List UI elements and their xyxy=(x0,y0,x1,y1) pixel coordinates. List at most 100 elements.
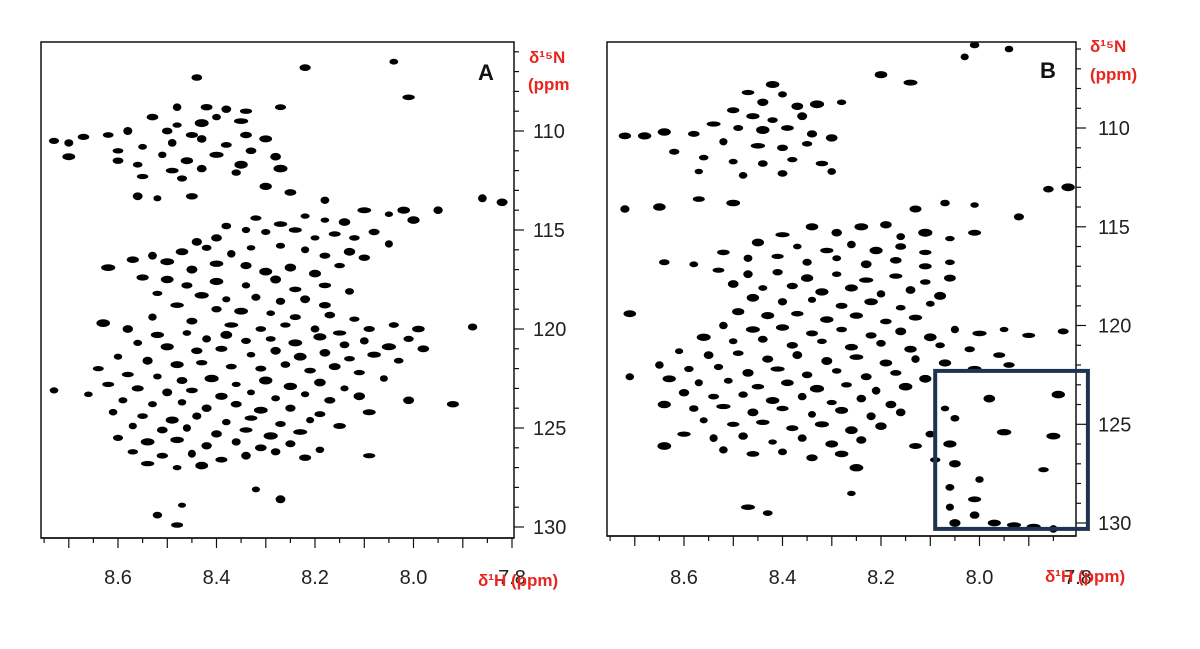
panel-a-x-axis-title: δ¹H (ppm) xyxy=(478,571,558,590)
panel-a-peak xyxy=(209,277,224,286)
panel-b-peak xyxy=(859,277,874,283)
panel-b-peak xyxy=(968,229,982,236)
panel-b-peak xyxy=(801,371,813,379)
panel-b-y-ticks: 110 115 120 125 130 xyxy=(1076,48,1131,535)
panel-b-peak xyxy=(694,379,703,387)
panel-a-peak xyxy=(319,302,331,309)
panel-b-y-tick-label: 125 xyxy=(1098,414,1131,436)
panel-a-peak xyxy=(225,363,237,370)
panel-a-peak xyxy=(182,424,191,432)
panel-a-peak xyxy=(288,339,303,347)
panel-a-peak xyxy=(187,449,196,458)
panel-a-peak xyxy=(77,133,90,140)
panel-a-peak xyxy=(192,412,202,420)
panel-a-peak xyxy=(148,251,157,260)
panel-a-peak xyxy=(170,436,184,444)
panel-a-peak xyxy=(215,392,228,400)
panel-b-peak xyxy=(849,354,864,360)
panel-a-x-tick-label: 8.2 xyxy=(301,567,329,589)
panel-b-peak xyxy=(871,386,881,395)
panel-b-x-tick-label: 8.4 xyxy=(769,567,797,589)
panel-b-peak xyxy=(920,279,931,285)
panel-a-peak xyxy=(137,413,148,419)
panel-a-peaks xyxy=(48,58,508,528)
panel-a-peak xyxy=(266,310,276,317)
panel-b-peak xyxy=(925,430,936,438)
panel-a-peak xyxy=(275,421,286,427)
panel-a-peak xyxy=(227,250,236,258)
panel-b-y-axis-title-line1: δ¹⁵N xyxy=(1090,37,1126,56)
panel-b-peak xyxy=(806,130,818,138)
panel-b-peak xyxy=(723,377,733,384)
panel-b-peak xyxy=(778,448,787,456)
panel-a-peak xyxy=(285,404,296,412)
panel-a-peak xyxy=(196,135,207,143)
panel-b-peak xyxy=(742,369,754,377)
panel-a-peak xyxy=(239,108,253,114)
panel-b-peak xyxy=(738,432,748,440)
panel-a-peak xyxy=(96,319,110,327)
panel-b-peak xyxy=(805,223,819,231)
panel-a-peak xyxy=(231,169,241,176)
panel-a-peak xyxy=(239,427,253,433)
panel-b-peak xyxy=(692,196,705,202)
panel-b-peak xyxy=(820,247,834,254)
panel-a-peak xyxy=(478,194,487,203)
panel-b-peak xyxy=(786,282,798,290)
panel-b-peak xyxy=(786,425,799,432)
panel-b-peak xyxy=(895,304,906,311)
panel-a-peak xyxy=(261,229,271,235)
panel-b-peak xyxy=(757,335,768,343)
panel-b-peak xyxy=(767,117,778,123)
panel-b-peak xyxy=(845,426,858,435)
panel-b-peak xyxy=(738,172,748,179)
panel-b-peak xyxy=(950,415,960,422)
panel-b-y-tick-label: 115 xyxy=(1098,217,1130,239)
panel-b-peak xyxy=(751,238,765,247)
panel-a-peak xyxy=(62,153,76,161)
panel-a-peak xyxy=(175,248,189,256)
panel-b-peak xyxy=(918,263,932,270)
panel-a-peak xyxy=(172,122,182,128)
panel-b-peak xyxy=(719,446,728,454)
panel-a-peak xyxy=(293,352,307,361)
panel-a-peak xyxy=(381,343,396,351)
panel-b-peak xyxy=(909,443,922,449)
panel-a-peak xyxy=(165,416,179,424)
panel-b-peak xyxy=(945,259,955,266)
panel-a-y-axis-title-line2: (ppm xyxy=(528,75,570,94)
panel-b-peak xyxy=(688,130,700,137)
panel-a-peak xyxy=(118,397,128,404)
panel-b-x-ticks: 8.6 8.4 8.2 8.0 7.8 xyxy=(607,535,1092,589)
panel-a-peak xyxy=(204,374,219,383)
panel-a-peak xyxy=(301,246,310,254)
panel-a-x-tick-label: 8.0 xyxy=(400,567,428,589)
panel-b-peak xyxy=(968,496,982,503)
panel-b-peak xyxy=(970,202,979,208)
panel-b-peak xyxy=(836,326,847,333)
panel-a-peak xyxy=(384,240,393,248)
panel-a-peak xyxy=(102,381,115,388)
panel-b-peak xyxy=(778,91,787,98)
panel-b-peak xyxy=(999,326,1009,333)
panel-b-peak xyxy=(716,403,731,410)
panel-a-peak xyxy=(259,135,273,143)
panel-b-peak xyxy=(732,308,745,316)
panel-a-peak xyxy=(273,164,288,173)
panel-a-peak xyxy=(353,392,365,401)
panel-b-peak xyxy=(653,203,666,211)
panel-b-peak xyxy=(777,144,788,151)
panel-a-peak xyxy=(309,269,321,278)
panel-b-peak xyxy=(669,148,680,155)
panel-a-peak xyxy=(274,104,287,111)
panel-a-peak xyxy=(251,486,260,493)
panel-b-peak xyxy=(925,300,935,307)
panel-a-peak xyxy=(234,307,249,315)
panel-a-peak xyxy=(221,222,232,230)
panel-a-peak xyxy=(123,127,133,135)
panel-a-peak xyxy=(270,346,281,355)
panel-a-peak xyxy=(140,438,155,446)
panel-b-peak xyxy=(762,355,774,363)
panel-b: 8.6 8.4 8.2 8.0 7.8 110 115 120 125 130 B δ¹⁵N (… xyxy=(606,37,1137,589)
